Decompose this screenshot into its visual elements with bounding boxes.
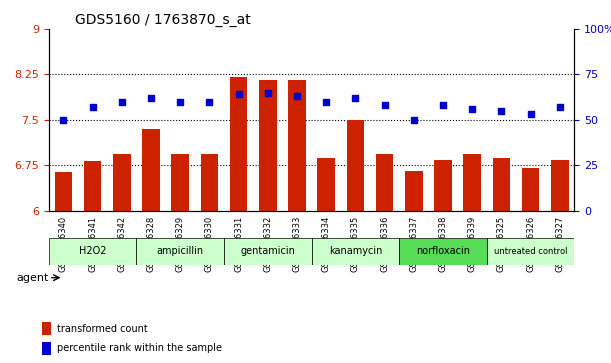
Bar	[55, 172, 72, 211]
Text: gentamicin: gentamicin	[240, 246, 295, 256]
Text: GDS5160 / 1763870_s_at: GDS5160 / 1763870_s_at	[75, 13, 251, 26]
Point	[351, 95, 360, 101]
Bar	[551, 160, 568, 211]
Text: agent: agent	[16, 273, 49, 283]
Text: norfloxacin: norfloxacin	[416, 246, 470, 256]
Bar	[463, 154, 481, 211]
Bar	[288, 81, 306, 211]
Point	[146, 95, 156, 101]
Bar	[142, 129, 160, 211]
Point	[175, 99, 185, 105]
Bar	[434, 160, 452, 211]
Point	[438, 102, 448, 108]
Bar	[200, 154, 218, 211]
Text: percentile rank within the sample: percentile rank within the sample	[57, 343, 222, 354]
Bar	[522, 168, 540, 211]
Text: transformed count: transformed count	[57, 324, 148, 334]
Bar	[42, 322, 51, 335]
Point	[379, 102, 389, 108]
Point	[555, 104, 565, 110]
Text: untreated control: untreated control	[494, 247, 567, 256]
Point	[409, 117, 419, 123]
Point	[88, 104, 98, 110]
Point	[497, 108, 507, 114]
Point	[263, 90, 273, 95]
Point	[292, 93, 302, 99]
Bar	[376, 154, 393, 211]
Bar	[172, 154, 189, 211]
FancyBboxPatch shape	[487, 238, 574, 265]
Bar	[492, 158, 510, 211]
Bar	[42, 342, 51, 355]
Bar	[230, 77, 247, 211]
Text: H2O2: H2O2	[79, 246, 106, 256]
Bar	[113, 154, 131, 211]
Text: kanamycin: kanamycin	[329, 246, 382, 256]
Point	[467, 106, 477, 112]
Point	[234, 91, 244, 97]
Bar	[259, 81, 277, 211]
Point	[117, 99, 126, 105]
FancyBboxPatch shape	[49, 238, 136, 265]
Text: ampicillin: ampicillin	[156, 246, 204, 256]
Point	[59, 117, 68, 123]
FancyBboxPatch shape	[312, 238, 399, 265]
FancyBboxPatch shape	[224, 238, 312, 265]
Point	[321, 99, 331, 105]
Bar	[318, 158, 335, 211]
Point	[525, 111, 535, 117]
Bar	[405, 171, 423, 211]
Bar	[346, 120, 364, 211]
FancyBboxPatch shape	[399, 238, 487, 265]
FancyBboxPatch shape	[136, 238, 224, 265]
Point	[205, 99, 214, 105]
Bar	[84, 161, 101, 211]
